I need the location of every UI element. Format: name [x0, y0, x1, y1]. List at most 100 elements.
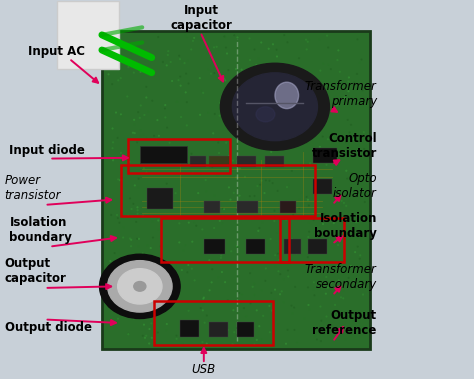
Point [198, 88, 205, 94]
Ellipse shape [275, 82, 299, 109]
Point [118, 175, 126, 181]
Point [216, 106, 224, 112]
Point [111, 250, 118, 256]
Text: Power
transistor: Power transistor [5, 174, 61, 202]
Point [323, 186, 330, 192]
Point [273, 47, 281, 53]
Point [265, 46, 273, 52]
Point [221, 279, 229, 285]
Point [251, 292, 258, 298]
Point [334, 242, 342, 248]
Point [319, 243, 327, 249]
Point [139, 159, 146, 165]
Point [323, 313, 330, 319]
Point [279, 93, 287, 99]
Point [268, 308, 276, 314]
Point [211, 111, 219, 117]
Point [303, 46, 310, 52]
Point [135, 176, 142, 182]
Point [181, 323, 189, 329]
Point [210, 70, 218, 76]
Point [300, 101, 308, 107]
Point [296, 196, 303, 202]
Point [107, 303, 114, 309]
Point [238, 199, 246, 205]
Point [353, 71, 361, 77]
Point [267, 290, 275, 296]
Point [232, 66, 240, 72]
Point [140, 322, 148, 328]
Point [169, 159, 177, 165]
Point [163, 321, 171, 327]
Point [216, 113, 223, 119]
Point [345, 311, 352, 317]
Point [201, 241, 209, 247]
Point [293, 340, 301, 346]
Point [339, 295, 347, 301]
Point [221, 77, 229, 83]
Point [140, 132, 147, 138]
Point [242, 313, 250, 319]
Point [284, 274, 292, 280]
Bar [237, 156, 256, 167]
Point [318, 318, 325, 324]
Point [182, 242, 189, 248]
Point [126, 303, 133, 309]
Point [107, 258, 114, 264]
Point [315, 37, 323, 43]
Point [317, 304, 324, 310]
Point [150, 155, 157, 161]
Point [240, 78, 248, 84]
Point [131, 182, 138, 188]
Point [316, 144, 324, 150]
Point [141, 153, 149, 160]
Point [271, 208, 278, 214]
Point [233, 243, 241, 249]
Point [310, 292, 318, 298]
Point [321, 113, 328, 119]
Point [280, 299, 288, 305]
Point [227, 197, 234, 203]
Point [342, 139, 350, 145]
Point [147, 265, 155, 271]
Point [162, 114, 169, 121]
Point [226, 121, 233, 127]
Point [305, 174, 313, 180]
Point [117, 75, 125, 81]
Point [305, 229, 313, 235]
Point [350, 187, 358, 193]
Point [321, 108, 328, 114]
Point [288, 302, 295, 309]
Point [124, 213, 132, 219]
Point [358, 232, 366, 238]
Point [227, 80, 235, 86]
Point [245, 215, 252, 221]
Point [341, 95, 348, 101]
Point [332, 238, 339, 244]
Point [118, 113, 125, 119]
Point [288, 168, 296, 174]
Point [183, 122, 191, 128]
Point [317, 283, 325, 290]
Point [139, 251, 146, 257]
Point [273, 53, 281, 60]
Point [219, 96, 227, 102]
Point [236, 193, 243, 199]
Point [116, 220, 123, 226]
Point [322, 274, 330, 280]
Text: Input diode: Input diode [9, 144, 85, 157]
Point [354, 36, 361, 42]
Point [220, 33, 228, 39]
Bar [237, 322, 254, 337]
Point [274, 251, 282, 257]
Point [302, 139, 310, 146]
Point [271, 156, 278, 162]
Point [351, 80, 358, 86]
Point [155, 34, 162, 40]
Point [253, 62, 260, 68]
Point [225, 184, 233, 190]
Point [262, 177, 270, 183]
Point [216, 100, 224, 106]
Point [137, 262, 145, 268]
Point [240, 305, 248, 311]
